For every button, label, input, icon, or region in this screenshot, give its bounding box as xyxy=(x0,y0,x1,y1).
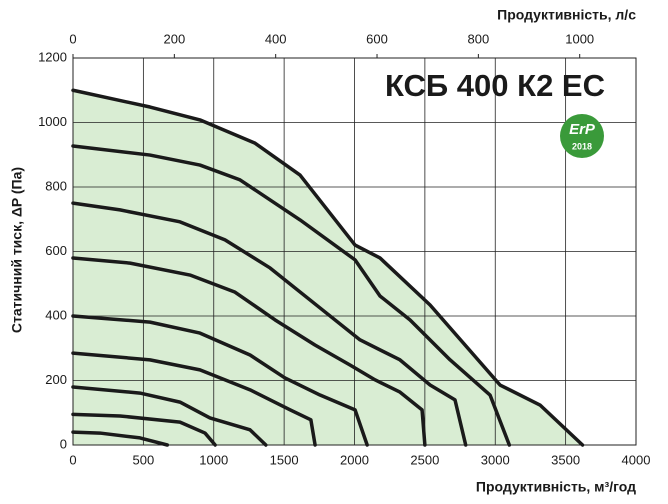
x2-axis-label: Продуктивність, л/с xyxy=(497,7,636,23)
badge xyxy=(560,114,604,158)
y-axis-label: Статичний тиск, ΔP (Па) xyxy=(9,167,25,333)
y-tick-label: 200 xyxy=(45,372,67,387)
badge-year: 2018 xyxy=(572,141,592,151)
x2-tick-label: 400 xyxy=(265,31,287,46)
curve xyxy=(71,314,369,447)
curve xyxy=(71,256,427,447)
x-tick-label: 1500 xyxy=(270,452,299,467)
y-tick-label: 800 xyxy=(45,178,67,193)
chart-title: КСБ 400 К2 ЕС xyxy=(385,68,605,103)
y-tick-label: 0 xyxy=(60,436,67,451)
badge-text: ErP xyxy=(569,121,596,138)
x2-tick-label: 1000 xyxy=(565,31,594,46)
x2-tick-label: 200 xyxy=(163,31,185,46)
curve xyxy=(71,385,268,447)
x-tick-label: 4000 xyxy=(622,452,651,467)
curve xyxy=(71,351,317,447)
y-tick-label: 1000 xyxy=(38,114,67,129)
y-tick-label: 1200 xyxy=(38,49,67,64)
curve xyxy=(71,412,217,447)
x2-tick-label: 800 xyxy=(468,31,490,46)
x-tick-label: 3500 xyxy=(551,452,580,467)
x-tick-label: 2000 xyxy=(340,452,369,467)
plot-frame xyxy=(72,57,637,446)
x-tick-label: 0 xyxy=(69,452,76,467)
x-tick-label: 1000 xyxy=(199,452,228,467)
curve xyxy=(71,201,468,447)
x-tick-label: 2500 xyxy=(410,452,439,467)
y-tick-label: 400 xyxy=(45,307,67,322)
curve xyxy=(71,144,512,447)
x-axis-label: Продуктивність, м³/год xyxy=(476,479,636,495)
x2-tick-label: 600 xyxy=(366,31,388,46)
x2-tick-label: 0 xyxy=(69,31,76,46)
y-tick-label: 600 xyxy=(45,243,67,258)
x-tick-label: 3000 xyxy=(481,452,510,467)
curve xyxy=(71,430,170,447)
x-tick-label: 500 xyxy=(133,452,155,467)
curve xyxy=(71,88,585,447)
envelope-area xyxy=(73,90,583,445)
